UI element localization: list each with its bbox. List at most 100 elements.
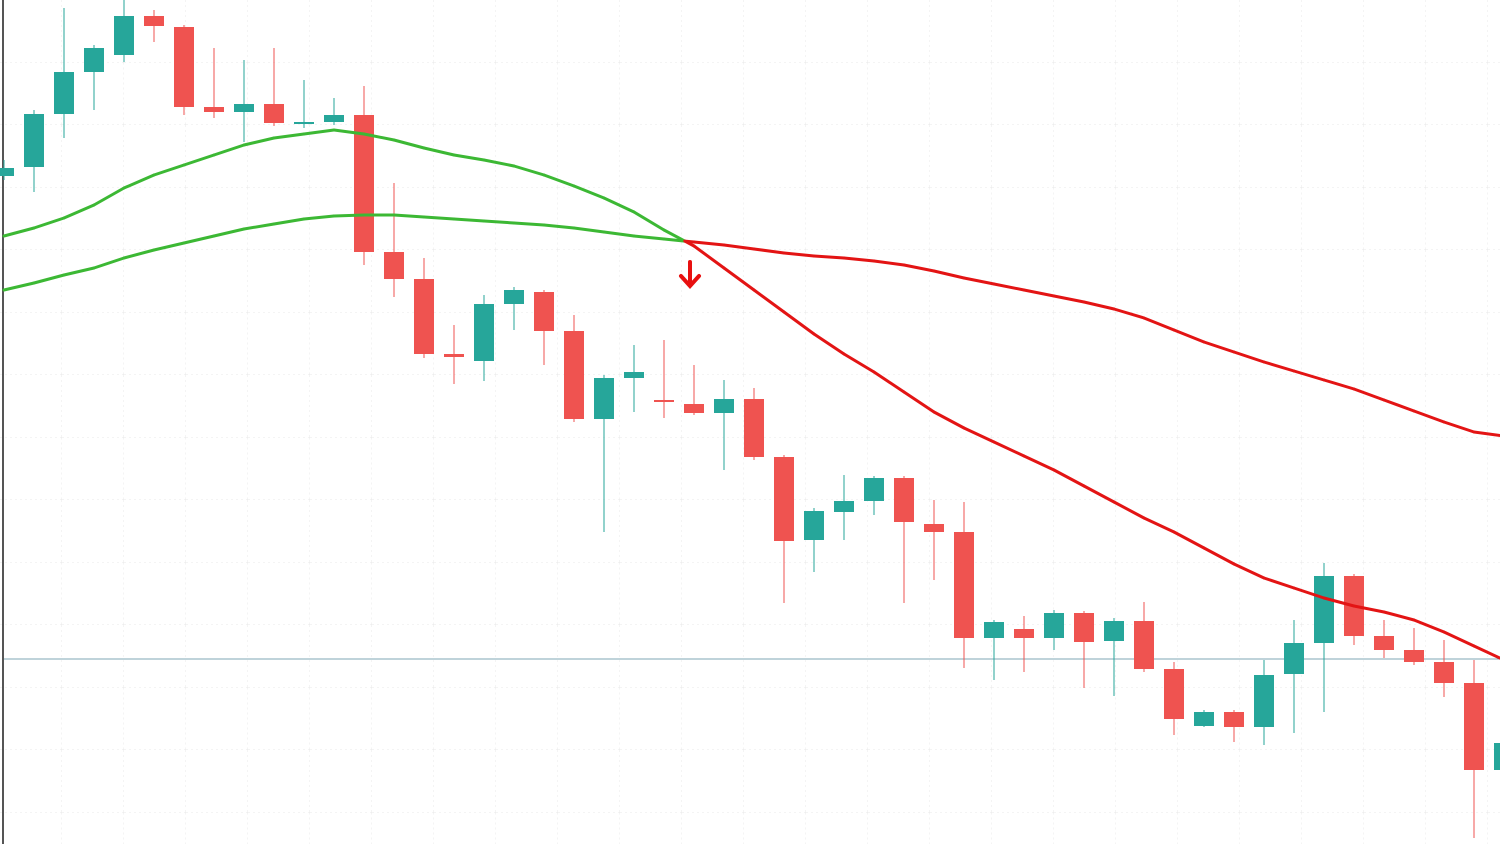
candle-body — [54, 72, 74, 114]
moving-average — [1082, 484, 1116, 504]
candle-body — [1314, 576, 1334, 643]
candle-body — [324, 115, 344, 122]
candle-body — [24, 114, 44, 167]
moving-average — [902, 263, 936, 273]
moving-average — [332, 213, 366, 218]
moving-average — [1292, 586, 1326, 600]
moving-average — [692, 244, 726, 270]
moving-average — [422, 146, 456, 157]
moving-average — [812, 332, 846, 356]
candle-body — [1074, 613, 1094, 642]
moving-average — [452, 217, 486, 223]
candle-body — [384, 252, 404, 279]
candle-body — [984, 622, 1004, 638]
moving-average — [1322, 596, 1356, 608]
moving-average — [512, 164, 546, 177]
moving-average — [572, 226, 606, 234]
moving-average — [992, 440, 1026, 458]
moving-average — [1382, 398, 1416, 413]
moving-average — [542, 173, 576, 188]
moving-average — [932, 410, 966, 430]
candle-body — [0, 168, 14, 176]
moving-average — [482, 158, 516, 168]
moving-average — [722, 266, 756, 292]
moving-average — [92, 186, 126, 207]
candle-body — [624, 372, 644, 378]
moving-average — [2, 226, 36, 238]
moving-average — [872, 259, 906, 267]
moving-average — [602, 196, 636, 214]
candle-body — [174, 27, 194, 107]
candle-body — [924, 524, 944, 532]
moving-average — [542, 223, 576, 230]
candle-body — [1224, 712, 1244, 727]
candle-body — [414, 279, 434, 354]
candle-body — [804, 511, 824, 540]
moving-average — [302, 214, 336, 221]
moving-average — [1082, 300, 1116, 311]
moving-average — [1112, 307, 1146, 320]
candle-body — [114, 16, 134, 55]
moving-average — [242, 136, 276, 147]
candle-body — [264, 104, 284, 123]
moving-average — [272, 217, 306, 226]
candle-body — [1134, 621, 1154, 669]
candle-body — [1194, 712, 1214, 726]
moving-average — [962, 426, 996, 444]
moving-average — [302, 128, 336, 136]
moving-average — [212, 143, 246, 157]
candle-body — [1104, 621, 1124, 641]
moving-average — [392, 138, 426, 150]
moving-average — [1412, 618, 1446, 634]
candle-body — [504, 290, 524, 304]
moving-average — [1292, 369, 1326, 382]
moving-average — [452, 153, 486, 162]
moving-average — [683, 239, 696, 244]
candle-body — [1434, 662, 1454, 683]
moving-average — [1322, 378, 1356, 391]
moving-average — [1112, 500, 1146, 520]
candle-body — [894, 478, 914, 522]
candle-body — [534, 292, 554, 331]
moving-average — [122, 248, 156, 260]
moving-average — [152, 241, 186, 252]
moving-average — [182, 234, 216, 245]
moving-average — [842, 352, 876, 374]
candle-body — [654, 400, 674, 402]
moving-average — [1382, 610, 1416, 622]
moving-average — [1172, 530, 1206, 550]
moving-average — [122, 173, 156, 190]
moving-average — [1472, 430, 1500, 437]
moving-average — [272, 132, 306, 140]
moving-average — [1202, 340, 1236, 354]
moving-average — [662, 237, 687, 243]
moving-average — [1232, 562, 1266, 580]
moving-average — [992, 282, 1026, 292]
candle-body — [234, 104, 254, 112]
moving-average — [782, 310, 816, 336]
moving-average — [1202, 546, 1236, 566]
moving-average — [1442, 630, 1476, 648]
moving-average — [512, 221, 546, 227]
moving-average — [1052, 294, 1086, 304]
moving-average — [932, 269, 966, 280]
moving-average — [1262, 360, 1296, 373]
candle-body — [444, 354, 464, 357]
moving-average — [1052, 468, 1086, 488]
moving-average — [152, 163, 186, 177]
candle-body — [1374, 636, 1394, 650]
candle-body — [774, 457, 794, 541]
candle-body — [864, 478, 884, 501]
candle-body — [714, 399, 734, 413]
moving-average — [362, 132, 396, 142]
moving-average — [182, 153, 216, 167]
moving-average — [1262, 576, 1296, 590]
moving-average — [1352, 387, 1386, 402]
moving-average — [572, 184, 606, 200]
moving-average — [1022, 288, 1056, 298]
candle-body — [474, 304, 494, 361]
moving-average — [242, 222, 276, 231]
candle-body — [684, 404, 704, 413]
candle-body — [1044, 613, 1064, 638]
